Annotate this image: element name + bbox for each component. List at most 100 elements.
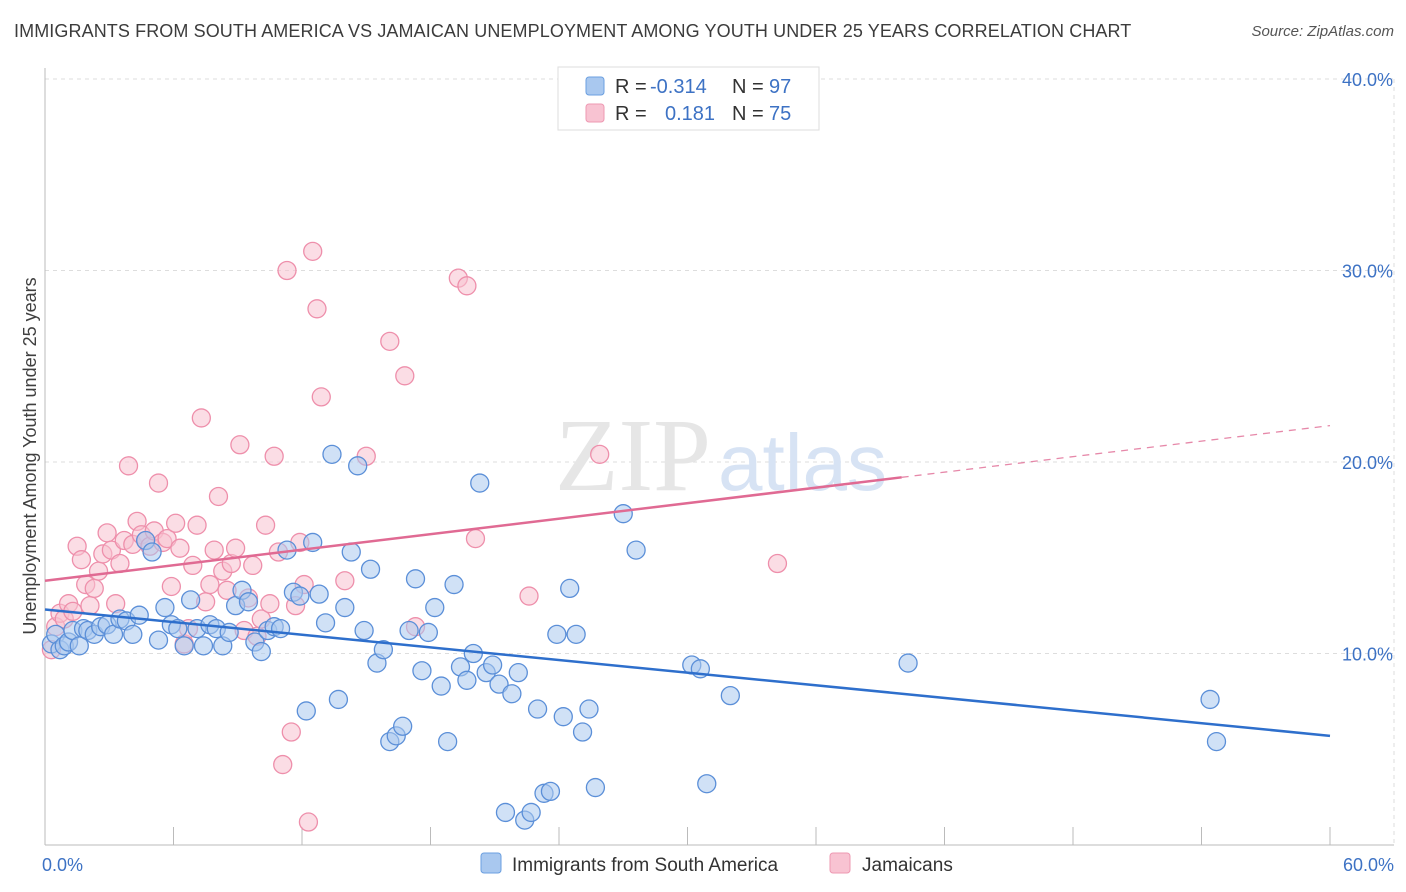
south-america-point-64	[437, 731, 458, 752]
south-america-points	[41, 444, 1227, 830]
south-america-point-45	[315, 613, 336, 633]
bottom-legend-label-pink: Jamaicans	[862, 855, 953, 876]
jamaicans-point-54	[273, 754, 293, 775]
south-america-point-47	[328, 689, 349, 710]
south-america-point-63	[431, 676, 451, 696]
jamaicans-point-71	[465, 528, 486, 549]
legend-n-label-pink: N =	[732, 103, 764, 125]
legend-n-value-blue: 97	[769, 76, 791, 98]
south-america-trend-line	[44, 608, 1331, 738]
south-america-point-18	[142, 542, 162, 562]
south-america-point-88	[613, 504, 633, 524]
jamaicans-point-28	[161, 576, 182, 597]
legend-r-value-pink: 0.181	[665, 103, 715, 125]
jamaicans-point-33	[183, 555, 203, 576]
south-america-point-62	[425, 597, 445, 618]
jamaicans-point-30	[170, 538, 190, 558]
south-america-point-74	[502, 684, 522, 704]
bottom-legend-label-blue: Immigrants from South America	[512, 855, 779, 876]
legend-r-value-blue: -0.314	[650, 76, 707, 98]
jamaicans-point-56	[281, 722, 301, 742]
x-tick-labels: 0.0% 60.0%	[42, 855, 1394, 875]
jamaicans-trend-line	[44, 476, 902, 582]
jamaicans-point-37	[200, 574, 220, 595]
legend-r-label-blue: R =	[615, 76, 647, 98]
south-america-point-19	[148, 630, 169, 650]
jamaicans-point-60	[298, 812, 319, 832]
jamaicans-point-43	[225, 538, 246, 558]
jamaicans-point-61	[303, 241, 323, 262]
x-tick-label-min: 0.0%	[42, 855, 83, 875]
south-america-point-57	[393, 716, 413, 736]
south-america-point-26	[193, 636, 214, 656]
y-tick-label-0: 10.0%	[1342, 645, 1393, 665]
south-america-point-42	[296, 701, 316, 721]
source-note: Source: ZipAtlas.com	[1251, 23, 1394, 40]
jamaicans-point-10	[84, 578, 104, 599]
south-america-point-92	[697, 774, 717, 794]
legend-r-label-pink: R =	[615, 103, 647, 125]
watermark: ZIP atlas	[555, 398, 887, 513]
legend-n-label-blue: N =	[732, 76, 764, 98]
south-america-point-41	[290, 586, 310, 606]
south-america-point-82	[553, 707, 573, 727]
south-america-point-78	[527, 699, 548, 719]
watermark-zip: ZIP	[555, 398, 711, 513]
south-america-point-50	[348, 456, 368, 476]
jamaicans-point-70	[457, 276, 477, 296]
south-america-point-52	[360, 559, 381, 579]
jamaicans-point-34	[187, 515, 207, 535]
south-america-point-85	[572, 722, 593, 742]
south-america-point-69	[470, 473, 490, 493]
south-america-point-77	[521, 802, 541, 823]
jamaicans-point-11	[88, 561, 109, 581]
jamaicans-point-39	[208, 486, 229, 507]
south-america-point-16	[129, 605, 149, 625]
south-america-point-51	[354, 620, 374, 641]
legend-swatch-pink	[585, 103, 605, 123]
jamaicans-point-74	[767, 553, 788, 574]
south-america-point-95	[1200, 689, 1220, 710]
south-america-point-61	[418, 622, 439, 643]
south-america-point-67	[457, 670, 477, 690]
legend-n-value-pink: 75	[769, 103, 791, 125]
south-america-point-96	[1206, 731, 1227, 752]
jamaicans-point-67	[395, 366, 415, 386]
jamaicans-point-50	[255, 515, 276, 535]
jamaicans-point-9	[80, 595, 100, 616]
south-america-point-93	[720, 685, 740, 706]
south-america-point-80	[540, 781, 561, 802]
jamaicans-point-47	[243, 555, 263, 576]
jamaicans-point-38	[204, 540, 224, 560]
legend-swatch-blue	[585, 76, 605, 96]
south-america-point-94	[898, 653, 918, 673]
bottom-legend-swatch-pink	[829, 852, 851, 874]
jamaicans-point-7	[71, 550, 92, 570]
south-america-point-60	[412, 661, 432, 681]
south-america-point-72	[489, 674, 509, 694]
south-america-point-87	[585, 777, 606, 798]
chart-title: IMMIGRANTS FROM SOUTH AMERICA VS JAMAICA…	[14, 21, 1132, 41]
south-america-point-58	[399, 620, 419, 641]
south-america-point-24	[180, 590, 201, 610]
south-america-point-38	[270, 618, 291, 639]
y-tick-labels: 10.0% 20.0% 30.0% 40.0%	[1342, 70, 1393, 665]
jamaicans-trend-extension	[901, 424, 1331, 478]
south-america-point-71	[482, 655, 503, 675]
south-america-point-75	[508, 663, 528, 683]
bottom-legend: Immigrants from South America Jamaicans	[480, 852, 953, 876]
jamaicans-point-64	[335, 571, 355, 591]
y-tick-label-2: 30.0%	[1342, 262, 1393, 282]
watermark-atlas: atlas	[718, 418, 887, 507]
south-america-point-86	[579, 699, 599, 719]
south-america-point-20	[155, 597, 175, 618]
south-america-point-23	[174, 636, 194, 656]
south-america-point-65	[444, 574, 464, 595]
south-america-point-44	[309, 584, 329, 604]
axes	[44, 68, 1394, 846]
jamaicans-point-52	[264, 446, 284, 466]
y-tick-label-1: 20.0%	[1342, 453, 1393, 473]
jamaicans-point-72	[519, 586, 539, 606]
south-america-point-15	[123, 624, 143, 644]
